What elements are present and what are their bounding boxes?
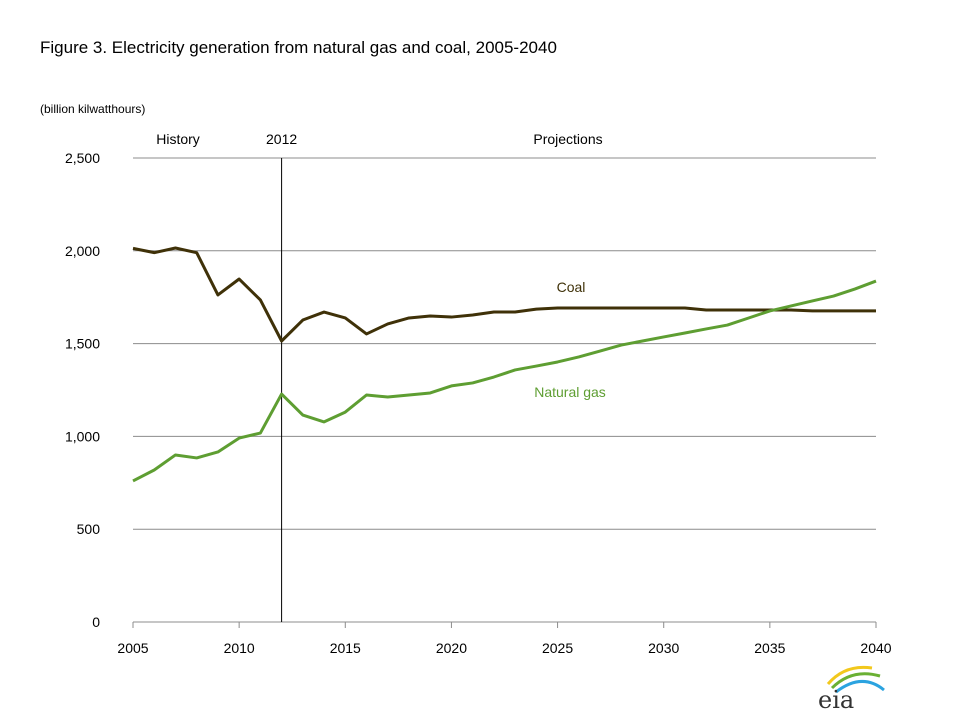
divider-year-label: 2012 [266,131,297,147]
y-tick-label: 2,000 [65,243,100,259]
y-tick-label: 2,500 [65,150,100,166]
logo-arc-blue [835,680,885,694]
y-tick-label: 1,000 [65,428,100,444]
logo-arc-green [830,672,881,690]
x-tick-label: 2005 [117,640,148,656]
series-line-natural-gas [132,279,877,483]
x-tick-label: 2035 [754,640,785,656]
series-line-coal [132,246,876,343]
chart-title: Figure 3. Electricity generation from na… [40,38,557,57]
eia-logo: eia [818,665,885,714]
x-tick-label: 2010 [224,640,255,656]
series-label: Coal [557,279,586,295]
logo-arc-yellow [826,665,873,685]
x-tick-label: 2025 [542,640,573,656]
logo-text: eia [818,686,854,714]
x-tick-label: 2015 [330,640,361,656]
y-tick-label: 500 [77,521,101,537]
y-tick-label: 1,500 [65,336,100,352]
history-label: History [156,131,200,147]
x-tick-label: 2030 [648,640,679,656]
y-axis-unit-label: (billion kilwatthours) [40,102,146,116]
projections-label: Projections [533,131,602,147]
series-label: Natural gas [534,384,606,400]
x-tick-label: 2020 [436,640,467,656]
x-tick-label: 2040 [860,640,891,656]
y-tick-label: 0 [92,614,100,630]
